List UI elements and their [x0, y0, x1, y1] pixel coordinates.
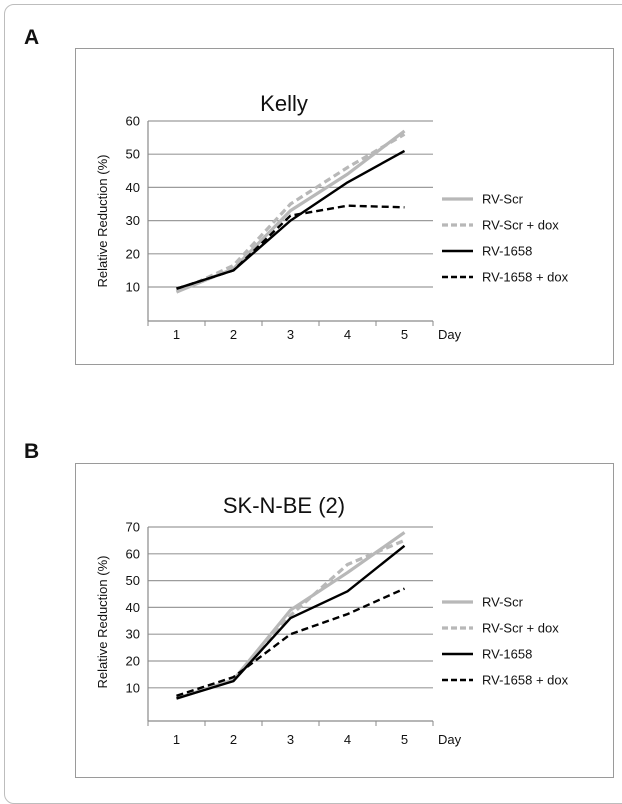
x-tick-label-5: 5: [401, 732, 408, 747]
y-tick-label-30: 30: [126, 627, 140, 642]
y-axis-label: Relative Reduction (%): [95, 556, 110, 689]
legend-label-4: RV-1658 + dox: [482, 673, 569, 688]
x-tick-label-1: 1: [173, 732, 180, 747]
x-tick-label-3: 3: [287, 732, 294, 747]
y-tick-label-70: 70: [126, 520, 140, 535]
x-axis-label: Day: [438, 732, 462, 747]
series-line-2: [175, 132, 406, 294]
y-tick-label-20: 20: [126, 246, 140, 261]
series-line-3: [176, 149, 406, 290]
chart-title: SK-N-BE (2): [223, 493, 345, 518]
legend-label-2: RV-Scr + dox: [482, 621, 559, 636]
x-tick-label-4: 4: [344, 327, 351, 342]
chart-title: Kelly: [260, 91, 308, 116]
y-tick-label-10: 10: [126, 280, 140, 295]
y-tick-label-50: 50: [126, 573, 140, 588]
x-tick-label-4: 4: [344, 732, 351, 747]
legend-label-1: RV-Scr: [482, 595, 524, 610]
y-tick-label-50: 50: [126, 147, 140, 162]
series-line-1: [175, 129, 406, 294]
legend-label-3: RV-1658: [482, 244, 532, 259]
x-tick-label-3: 3: [287, 327, 294, 342]
series-line-3: [176, 544, 406, 700]
chart-panel-b: SK-N-BE (2) 10 20 30 40 50 60 70 1 2 3 4 5 Day Relativ…: [75, 463, 614, 778]
legend-label-3: RV-1658: [482, 647, 532, 662]
chart-panel-a: Kelly 10 20 30 40 50 60 1 2 3 4 5 Day Relative Reduct…: [75, 48, 614, 365]
y-tick-label-60: 60: [126, 114, 140, 129]
y-tick-label-40: 40: [126, 600, 140, 615]
legend-label-2: RV-Scr + dox: [482, 218, 559, 233]
x-axis-label: Day: [438, 327, 462, 342]
series-line-2: [176, 538, 406, 699]
x-tick-label-2: 2: [230, 327, 237, 342]
x-tick-label-1: 1: [173, 327, 180, 342]
chart-a-svg: Kelly 10 20 30 40 50 60 1 2 3 4 5 Day Relative Reduct…: [95, 91, 569, 342]
y-tick-label-60: 60: [126, 546, 140, 561]
chart-b-svg: SK-N-BE (2) 10 20 30 40 50 60 70 1 2 3 4 5 Day Relativ…: [95, 493, 569, 747]
panel-letter-a: A: [24, 26, 40, 49]
series-line-4: [176, 204, 405, 290]
y-tick-label-30: 30: [126, 213, 140, 228]
series-line-4: [176, 587, 405, 697]
y-tick-label-20: 20: [126, 654, 140, 669]
y-axis-label: Relative Reduction (%): [95, 155, 110, 288]
legend-label-4: RV-1658 + dox: [482, 270, 569, 285]
x-tick-label-5: 5: [401, 327, 408, 342]
y-tick-label-10: 10: [126, 680, 140, 695]
x-tick-label-2: 2: [230, 732, 237, 747]
legend-label-1: RV-Scr: [482, 192, 524, 207]
y-tick-label-40: 40: [126, 180, 140, 195]
panel-letter-b: B: [24, 440, 40, 463]
